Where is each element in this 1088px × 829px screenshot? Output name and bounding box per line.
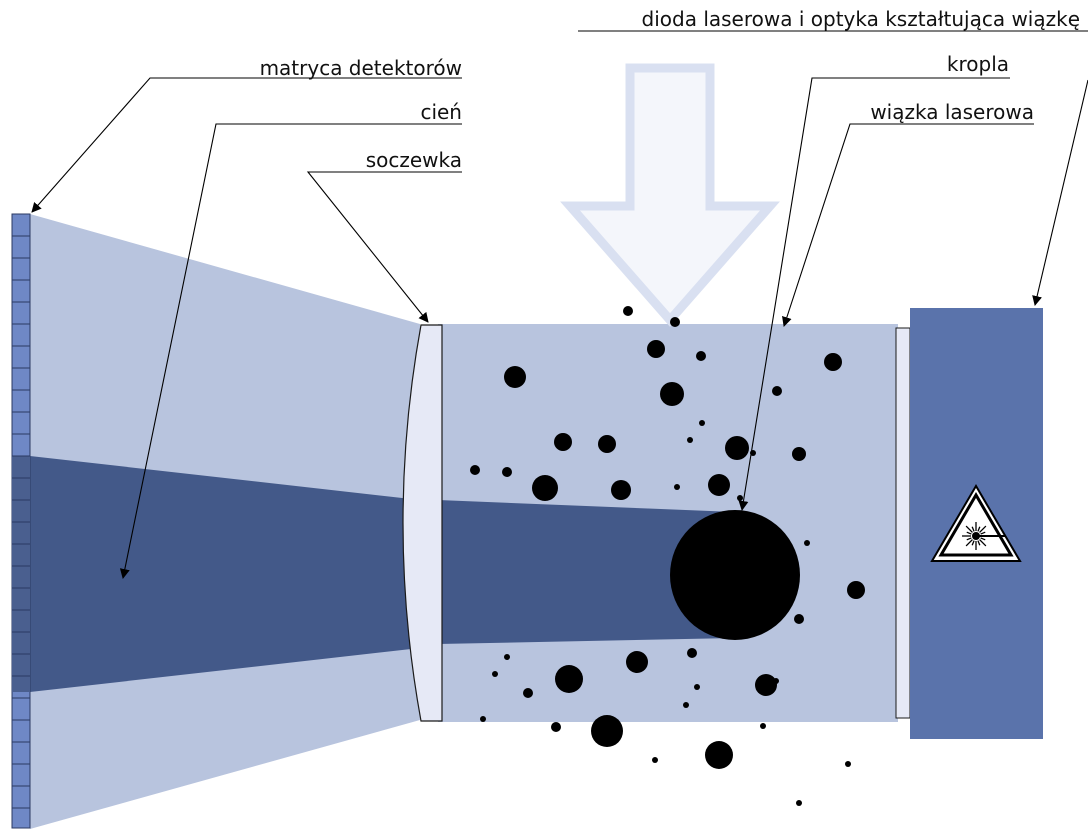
particle	[623, 306, 633, 316]
particle	[708, 474, 730, 496]
particle	[824, 353, 842, 371]
particle	[773, 678, 779, 684]
particle	[626, 651, 648, 673]
particle	[591, 715, 623, 747]
particles	[470, 306, 865, 806]
particle	[502, 467, 512, 477]
shadow-region	[30, 456, 420, 692]
particle	[551, 722, 561, 732]
leader-beam	[782, 123, 1034, 327]
particle	[611, 480, 631, 500]
leader-shadow	[119, 123, 462, 579]
particle	[687, 648, 697, 658]
label-detector-matrix: matryca detektorów	[259, 56, 462, 80]
leader-lines	[31, 30, 1088, 579]
particle	[670, 317, 680, 327]
particle	[794, 614, 804, 624]
droplet	[670, 510, 800, 640]
lens	[402, 324, 443, 722]
shadow-beam	[438, 500, 735, 644]
leader-matrix	[31, 77, 462, 213]
particle	[523, 688, 533, 698]
particle	[554, 433, 572, 451]
particle	[847, 581, 865, 599]
particle	[470, 465, 480, 475]
particle	[480, 716, 486, 722]
particle	[772, 386, 782, 396]
particle	[674, 484, 680, 490]
particle	[683, 702, 689, 708]
label-droplet: kropla	[946, 52, 1009, 76]
particle	[804, 540, 810, 546]
particle	[755, 674, 777, 696]
particle	[687, 437, 693, 443]
label-lens: soczewka	[365, 148, 462, 172]
particle	[737, 495, 743, 501]
particle	[705, 741, 733, 769]
leader-drop	[738, 77, 1010, 511]
leader-lens	[306, 171, 462, 323]
label-laser-beam: wiązka laserowa	[870, 100, 1034, 124]
particle	[725, 436, 749, 460]
particle	[760, 723, 766, 729]
laser-warning-icon	[930, 484, 1022, 562]
leader-diode-arrow	[1032, 79, 1088, 306]
particle	[492, 671, 498, 677]
particle	[504, 654, 510, 660]
particle	[504, 366, 526, 388]
particle	[532, 475, 558, 501]
arrow-down-icon	[560, 63, 780, 327]
detector-matrix	[11, 213, 31, 829]
particle	[845, 761, 851, 767]
particle	[696, 351, 706, 361]
laser-window	[895, 327, 911, 719]
particle	[660, 382, 684, 406]
particle	[796, 800, 802, 806]
particle	[699, 420, 705, 426]
label-laser-diode: dioda laserowa i optyka kształtująca wią…	[641, 7, 1080, 31]
particle	[652, 757, 658, 763]
particle	[694, 684, 700, 690]
particle	[647, 340, 665, 358]
particle	[598, 435, 616, 453]
particle	[792, 447, 806, 461]
label-shadow: cień	[420, 100, 462, 124]
particle	[555, 665, 583, 693]
